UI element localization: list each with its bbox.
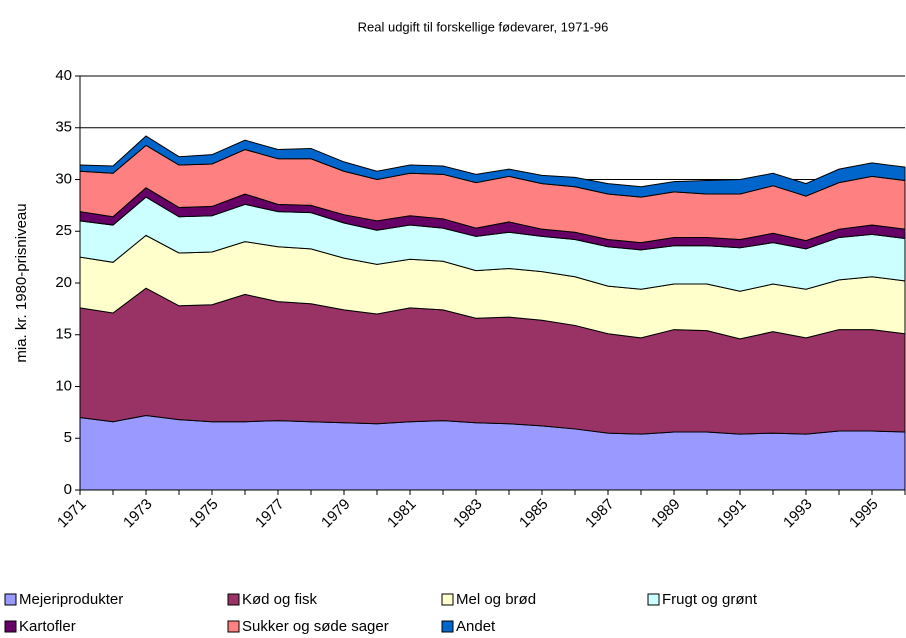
y-tick-label: 20 xyxy=(55,274,72,291)
legend-swatch xyxy=(441,620,454,633)
x-tick-label: 1983 xyxy=(450,496,486,532)
x-tick-label: 1987 xyxy=(582,496,618,532)
y-tick-label: 40 xyxy=(55,67,72,84)
x-tick-label: 1991 xyxy=(714,496,750,532)
legend-swatch xyxy=(4,593,17,606)
y-tick-label: 15 xyxy=(55,326,72,343)
x-tick-label: 1971 xyxy=(54,496,90,532)
x-tick-label: 1979 xyxy=(318,496,354,532)
legend-label: Sukker og søde sager xyxy=(242,618,389,635)
chart-title: Real udgift til forskellige fødevarer, 1… xyxy=(358,19,609,34)
x-tick-label: 1977 xyxy=(252,496,288,532)
x-tick-label: 1985 xyxy=(516,496,552,532)
legend-label: Frugt og grønt xyxy=(662,591,758,608)
legend-swatch xyxy=(441,593,454,606)
x-tick-label: 1981 xyxy=(384,496,420,532)
legend-label: Kød og fisk xyxy=(242,591,318,608)
y-tick-label: 25 xyxy=(55,222,72,239)
y-tick-label: 35 xyxy=(55,119,72,136)
y-tick-label: 10 xyxy=(55,377,72,394)
legend-swatch xyxy=(647,593,660,606)
x-tick-label: 1973 xyxy=(120,496,156,532)
legend-swatch xyxy=(4,620,17,633)
legend-swatch xyxy=(227,620,240,633)
y-axis-label: mia. kr. 1980-prisniveau xyxy=(13,203,30,362)
area xyxy=(79,135,906,198)
legend-label: Mejeriprodukter xyxy=(19,591,123,608)
x-tick-label: 1995 xyxy=(846,496,882,532)
y-tick-label: 5 xyxy=(64,429,72,446)
legend-label: Kartofler xyxy=(19,618,76,635)
x-tick-label: 1993 xyxy=(780,496,816,532)
y-tick-label: 0 xyxy=(64,481,72,498)
legend-label: Mel og brød xyxy=(456,591,536,608)
legend-label: Andet xyxy=(456,618,496,635)
y-tick-label: 30 xyxy=(55,170,72,187)
x-tick-label: 1989 xyxy=(648,496,684,532)
x-tick-label: 1975 xyxy=(186,496,222,532)
legend-swatch xyxy=(227,593,240,606)
